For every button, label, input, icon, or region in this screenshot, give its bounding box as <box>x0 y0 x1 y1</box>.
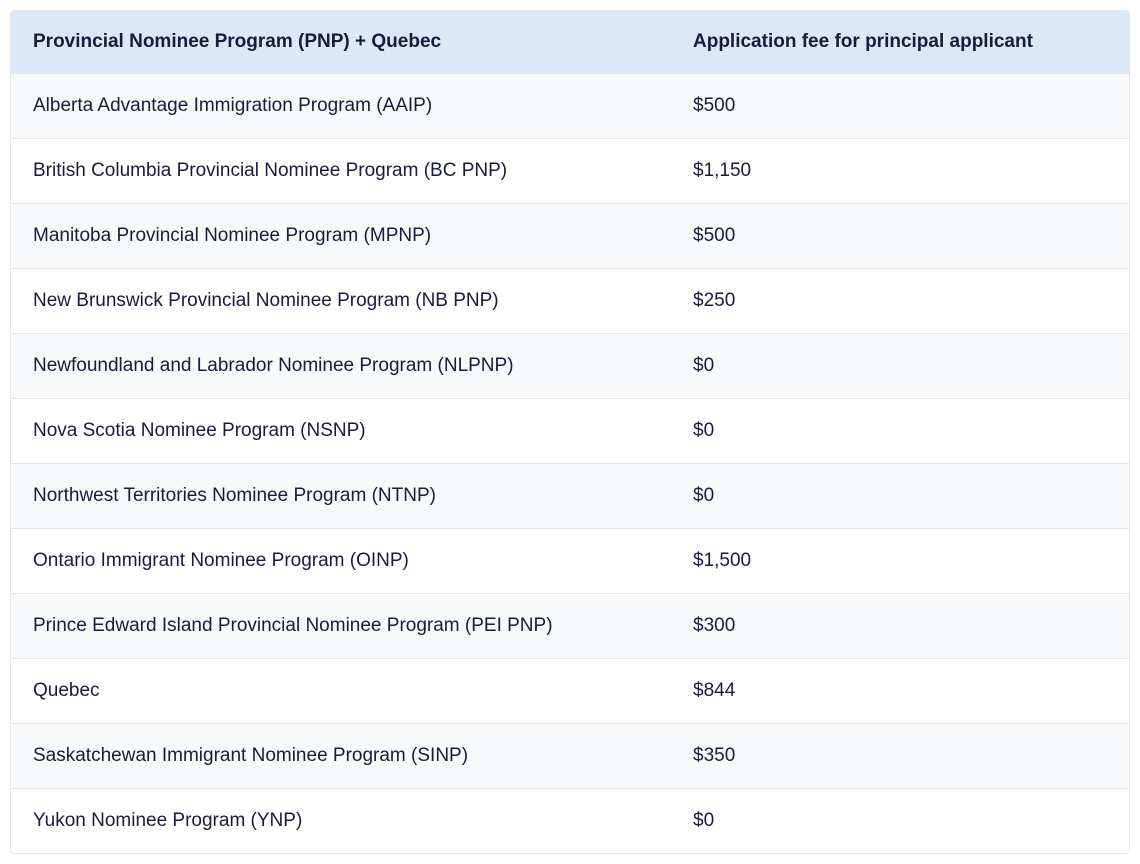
table-row: Quebec $844 <box>11 658 1129 723</box>
table-header-row: Provincial Nominee Program (PNP) + Quebe… <box>11 11 1129 73</box>
cell-fee: $1,150 <box>693 160 1107 182</box>
table-row: New Brunswick Provincial Nominee Program… <box>11 268 1129 333</box>
cell-program: New Brunswick Provincial Nominee Program… <box>33 290 693 312</box>
cell-fee: $300 <box>693 615 1107 637</box>
cell-program: Alberta Advantage Immigration Program (A… <box>33 95 693 117</box>
table-row: Yukon Nominee Program (YNP) $0 <box>11 788 1129 853</box>
table-row: Nova Scotia Nominee Program (NSNP) $0 <box>11 398 1129 463</box>
cell-program: Manitoba Provincial Nominee Program (MPN… <box>33 225 693 247</box>
cell-program: Saskatchewan Immigrant Nominee Program (… <box>33 745 693 767</box>
cell-fee: $0 <box>693 810 1107 832</box>
cell-program: Ontario Immigrant Nominee Program (OINP) <box>33 550 693 572</box>
header-fee: Application fee for principal applicant <box>693 31 1107 53</box>
cell-fee: $350 <box>693 745 1107 767</box>
header-program: Provincial Nominee Program (PNP) + Quebe… <box>33 31 693 53</box>
cell-fee: $0 <box>693 485 1107 507</box>
table-row: Northwest Territories Nominee Program (N… <box>11 463 1129 528</box>
cell-fee: $844 <box>693 680 1107 702</box>
table-row: Manitoba Provincial Nominee Program (MPN… <box>11 203 1129 268</box>
cell-program: Nova Scotia Nominee Program (NSNP) <box>33 420 693 442</box>
table-row: British Columbia Provincial Nominee Prog… <box>11 138 1129 203</box>
table-row: Ontario Immigrant Nominee Program (OINP)… <box>11 528 1129 593</box>
table-row: Newfoundland and Labrador Nominee Progra… <box>11 333 1129 398</box>
table-row: Prince Edward Island Provincial Nominee … <box>11 593 1129 658</box>
cell-program: Northwest Territories Nominee Program (N… <box>33 485 693 507</box>
table-row: Alberta Advantage Immigration Program (A… <box>11 73 1129 138</box>
pnp-fee-table: Provincial Nominee Program (PNP) + Quebe… <box>10 10 1130 854</box>
table-body: Alberta Advantage Immigration Program (A… <box>11 73 1129 853</box>
cell-program: Newfoundland and Labrador Nominee Progra… <box>33 355 693 377</box>
cell-fee: $500 <box>693 225 1107 247</box>
cell-program: Quebec <box>33 680 693 702</box>
cell-program: Yukon Nominee Program (YNP) <box>33 810 693 832</box>
cell-fee: $0 <box>693 355 1107 377</box>
cell-fee: $1,500 <box>693 550 1107 572</box>
cell-fee: $0 <box>693 420 1107 442</box>
cell-program: Prince Edward Island Provincial Nominee … <box>33 615 693 637</box>
cell-fee: $500 <box>693 95 1107 117</box>
table-row: Saskatchewan Immigrant Nominee Program (… <box>11 723 1129 788</box>
cell-program: British Columbia Provincial Nominee Prog… <box>33 160 693 182</box>
cell-fee: $250 <box>693 290 1107 312</box>
